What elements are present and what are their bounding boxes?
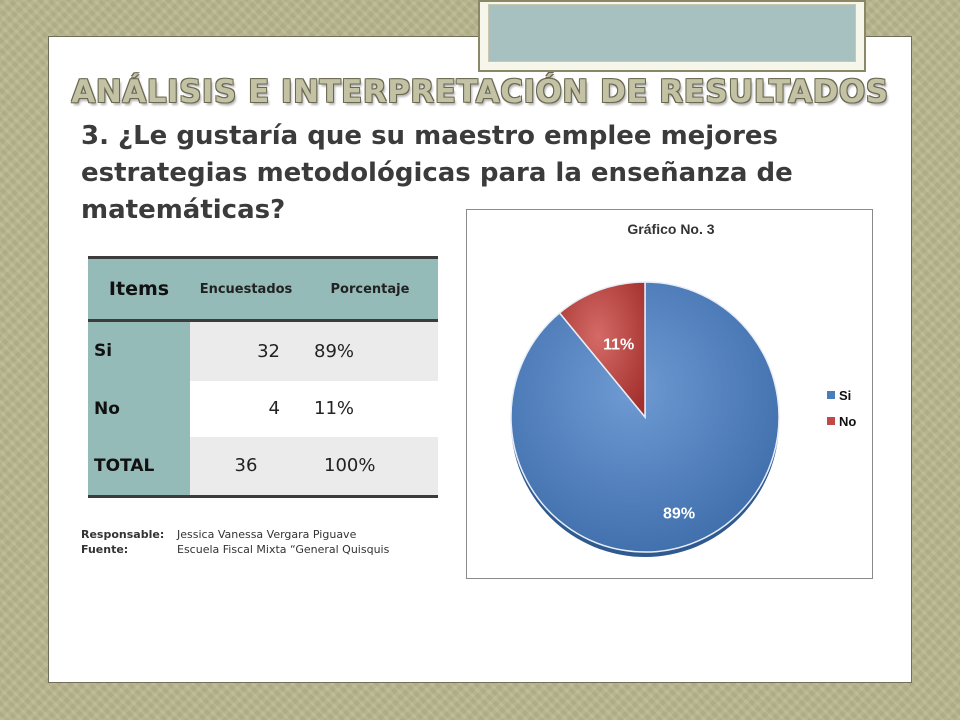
credit-fuente: Fuente: Escuela Fiscal Mixta “General Qui… [81,542,389,557]
survey-question: 3. ¿Le gustaría que su maestro emplee me… [81,121,793,225]
table-row-total: TOTAL 36 100% [88,436,438,498]
header-items: Items [88,256,190,322]
header-porcentaje: Porcentaje [302,256,438,322]
chart-legend: Si No [827,388,856,429]
decorative-frame-panel [488,4,856,62]
row-percent: 100% [302,436,438,498]
data-label-si: 89% [663,505,695,522]
row-count: 32 [190,320,302,381]
header-encuestados: Encuestados [190,256,302,322]
responsable-label: Responsable: [81,528,165,541]
table-row: No 4 11% [88,380,438,437]
pie-slices: 89% 11% [510,281,780,557]
row-count: 36 [190,436,302,498]
fuente-value: Escuela Fiscal Mixta “General Quisquis [177,543,390,556]
legend-label-si: Si [839,388,851,403]
responsable-value: Jessica Vanessa Vergara Piguave [177,528,357,541]
row-label: Si [88,320,190,381]
legend-swatch-no [827,417,835,425]
row-label: No [88,380,190,437]
row-label: TOTAL [88,436,190,498]
data-label-no: 11% [603,336,634,353]
legend-label-no: No [839,414,856,429]
credit-responsable: Responsable: Jessica Vanessa Vergara Pigu… [81,527,389,542]
row-count: 4 [190,380,302,437]
results-table: Items Encuestados Porcentaje Si 32 89% N… [88,256,438,498]
pie-slice-no [558,281,646,420]
credits: Responsable: Jessica Vanessa Vergara Pigu… [81,527,389,557]
table-header-row: Items Encuestados Porcentaje [88,256,438,322]
pie-chart-svg: Gráfico No. 3 89% 11% Si No [510,221,856,557]
row-percent: 11% [302,380,438,437]
pie-chart: Gráfico No. 3 89% 11% Si No [466,209,873,579]
chart-title: Gráfico No. 3 [627,221,714,237]
legend-swatch-si [827,391,835,399]
fuente-label: Fuente: [81,543,129,556]
decorative-frame [478,0,866,72]
page-title: ANÁLISIS E INTERPRETACIÓN DE RESULTADOS [71,74,889,110]
row-percent: 89% [302,320,438,381]
table-row: Si 32 89% [88,320,438,381]
